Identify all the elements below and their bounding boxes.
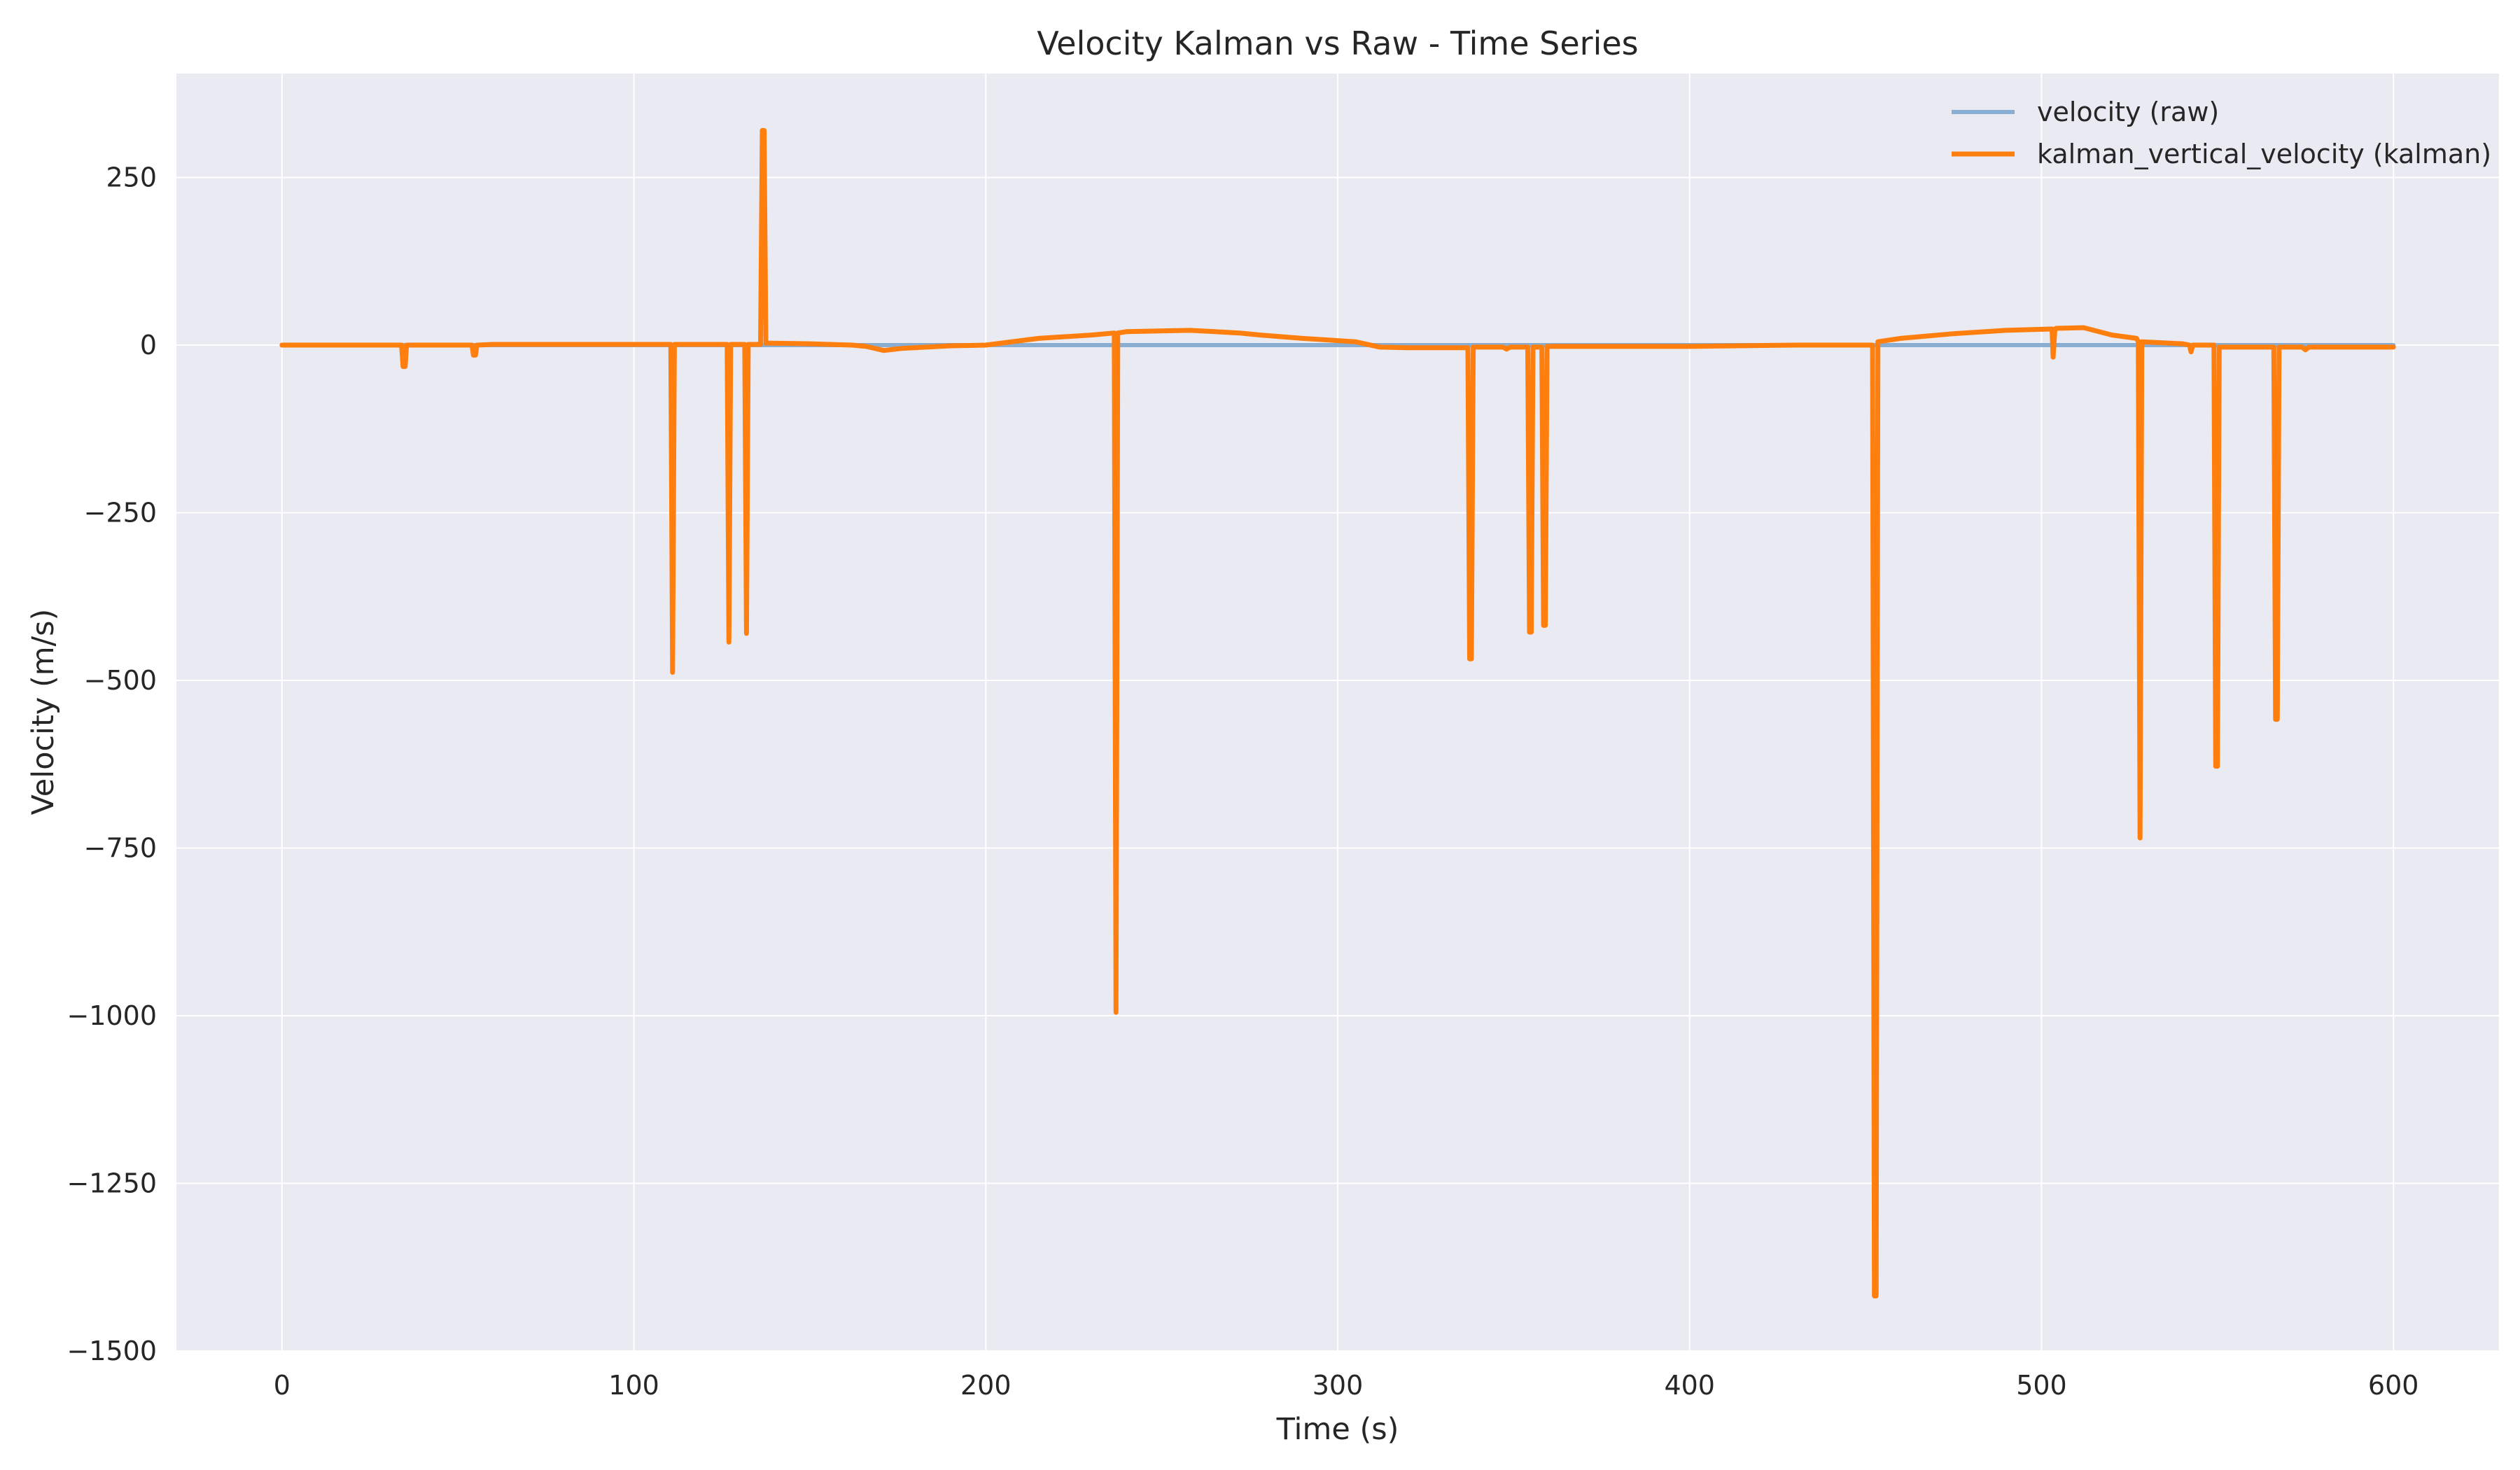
x-tick-label: 300: [1312, 1370, 1364, 1401]
legend-label-kalman: kalman_vertical_velocity (kalman): [2037, 139, 2491, 169]
y-tick-labels: 250 0 −250 −500 −750 −1000 −1250 −1500: [66, 162, 157, 1366]
chart-title: Velocity Kalman vs Raw - Time Series: [1037, 24, 1638, 62]
kalman-velocity-line: [279, 127, 2396, 1298]
x-axis-label: Time (s): [1276, 1412, 1399, 1447]
y-tick-label: 250: [106, 162, 157, 192]
x-tick-label: 0: [274, 1370, 290, 1401]
x-tick-label: 600: [2368, 1370, 2419, 1401]
y-tick-label: −250: [84, 497, 157, 528]
y-tick-label: −1500: [66, 1336, 157, 1366]
y-tick-label: −500: [84, 665, 157, 696]
y-tick-label: −1250: [66, 1168, 157, 1198]
x-tick-labels: 0 100 200 300 400 500 600: [274, 1370, 2419, 1401]
legend: velocity (raw) kalman_vertical_velocity …: [1952, 97, 2491, 169]
y-axis-label: Velocity (m/s): [26, 609, 61, 816]
y-tick-label: 0: [140, 330, 157, 360]
series-lines: [279, 127, 2396, 1298]
grid-lines: [176, 74, 2499, 1352]
y-tick-label: −750: [84, 832, 157, 863]
x-tick-label: 100: [608, 1370, 659, 1401]
x-tick-label: 500: [2016, 1370, 2067, 1401]
x-tick-label: 400: [1664, 1370, 1715, 1401]
legend-label-raw: velocity (raw): [2037, 97, 2219, 127]
y-tick-label: −1000: [66, 1000, 157, 1031]
x-tick-label: 200: [960, 1370, 1011, 1401]
